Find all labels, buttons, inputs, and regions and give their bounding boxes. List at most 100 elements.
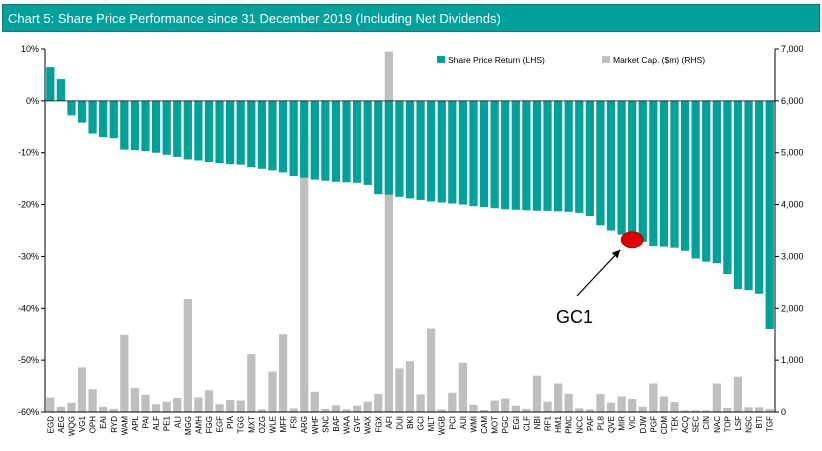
x-tick-label: BTI xyxy=(755,416,764,428)
share-return-bar xyxy=(384,100,393,195)
x-tick-label: WAM xyxy=(120,416,129,436)
share-return-bar xyxy=(733,100,743,290)
x-tick-label: CDM xyxy=(660,416,669,435)
market-cap-bars xyxy=(46,51,774,413)
left-tick-label: -20% xyxy=(18,200,39,210)
x-tick-label: ACQ xyxy=(681,416,690,433)
x-tick-label: VG1 xyxy=(78,415,87,432)
share-return-bar xyxy=(585,100,594,216)
market-cap-bar xyxy=(331,405,341,412)
x-tick-label: ALI xyxy=(173,416,182,428)
x-tick-label: PE1 xyxy=(163,415,172,431)
market-cap-bar xyxy=(638,406,647,412)
share-return-bar xyxy=(278,100,288,173)
x-tick-label: WHF xyxy=(311,416,320,434)
market-cap-bar xyxy=(374,393,383,412)
share-return-bar xyxy=(67,100,76,116)
market-cap-bar xyxy=(448,392,457,412)
market-cap-bar xyxy=(384,51,393,413)
market-cap-bar xyxy=(77,367,87,412)
market-cap-bar xyxy=(289,408,298,412)
x-tick-label: DUI xyxy=(395,416,404,430)
market-cap-bar xyxy=(99,406,108,412)
x-tick-label: NBI xyxy=(533,416,542,429)
share-return-bar xyxy=(755,100,764,294)
share-return-bar xyxy=(575,100,584,213)
market-cap-bar xyxy=(712,383,721,412)
share-return-bar xyxy=(77,100,87,123)
x-tick-label: PGF xyxy=(649,416,658,433)
left-tick-label: 0% xyxy=(26,96,39,106)
market-cap-bar xyxy=(194,397,203,412)
market-cap-bar xyxy=(405,361,415,412)
x-tick-label: SEC xyxy=(692,416,701,433)
share-return-bar xyxy=(88,100,97,134)
x-tick-label: WAX xyxy=(364,415,373,434)
market-cap-bar xyxy=(204,390,214,412)
market-cap-bar xyxy=(141,394,150,412)
market-cap-bar xyxy=(723,407,732,412)
left-tick-label: -10% xyxy=(18,148,39,158)
share-return-bar xyxy=(363,100,372,185)
share-return-bar xyxy=(659,100,669,247)
x-tick-label: PMC xyxy=(565,416,574,434)
market-cap-bar xyxy=(511,405,520,412)
share-return-bar xyxy=(257,100,267,169)
x-tick-label: PAI xyxy=(142,416,151,428)
market-cap-bar xyxy=(215,404,224,412)
market-cap-bar xyxy=(67,402,76,412)
market-cap-bar xyxy=(659,396,669,412)
x-tick-label: QVE xyxy=(607,416,616,433)
market-cap-bar xyxy=(130,388,140,412)
x-tick-label: ALF xyxy=(152,416,161,431)
market-cap-bar xyxy=(437,409,446,412)
share-return-bar xyxy=(680,100,690,251)
market-cap-bar xyxy=(88,389,97,412)
market-cap-bar xyxy=(680,410,690,412)
x-tick-label: EGF xyxy=(216,416,225,433)
x-tick-label: TGG xyxy=(237,416,246,433)
x-tick-label: WQG xyxy=(67,416,76,436)
share-return-bar xyxy=(469,100,478,207)
x-tick-label: BKI xyxy=(406,416,415,429)
x-tick-label: MOT xyxy=(491,416,500,434)
x-tick-label: ARG xyxy=(300,416,309,433)
market-cap-bar xyxy=(395,368,404,412)
market-cap-bar xyxy=(363,401,372,412)
x-tick-label: WMI xyxy=(469,416,478,432)
share-return-bar xyxy=(141,100,150,152)
x-tick-label: AUI xyxy=(459,416,468,429)
market-cap-bar xyxy=(109,408,118,412)
market-cap-bar xyxy=(226,400,235,412)
market-cap-bar xyxy=(564,393,573,412)
share-return-bar xyxy=(300,100,309,178)
x-tick-label: AFI xyxy=(385,416,394,428)
annotation-marker xyxy=(620,231,644,249)
market-cap-bar xyxy=(490,400,499,412)
x-tick-label: TOP xyxy=(723,416,732,432)
share-return-bar xyxy=(56,79,65,101)
market-cap-bar xyxy=(300,142,309,412)
x-tick-label: PAF xyxy=(586,416,595,431)
market-cap-bar xyxy=(56,406,65,412)
x-tick-label: WAA xyxy=(343,415,352,434)
share-return-bar xyxy=(638,100,647,242)
x-tick-label: TEK xyxy=(670,415,679,431)
x-tick-label: GVF xyxy=(353,416,362,433)
share-return-bar xyxy=(712,100,721,264)
market-cap-bar xyxy=(427,328,436,412)
share-return-bar xyxy=(405,100,415,199)
share-return-bar xyxy=(342,100,351,183)
share-return-bar xyxy=(416,100,425,200)
market-cap-bar xyxy=(268,371,277,412)
share-return-bar xyxy=(120,100,129,150)
x-tick-label: MXT xyxy=(247,416,256,433)
x-tick-label: FGG xyxy=(205,416,214,433)
right-tick-label: 6,000 xyxy=(781,96,804,106)
share-return-bar xyxy=(247,100,256,168)
x-tick-label: AMH xyxy=(194,416,203,434)
share-return-bar xyxy=(268,100,277,171)
left-tick-label: -30% xyxy=(18,251,39,261)
legend-label-market-cap: Market Cap. ($m) (RHS) xyxy=(613,55,705,65)
x-tick-label: MIR xyxy=(618,416,627,431)
